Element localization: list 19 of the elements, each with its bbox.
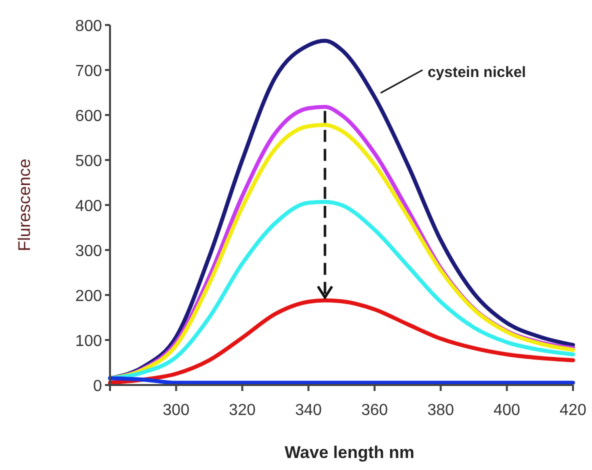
y-tick-label: 800 [75,18,102,35]
y-tick-label: 200 [75,288,102,305]
y-tick-label: 700 [75,63,102,80]
y-tick-label: 600 [75,108,102,125]
y-tick-label: 0 [93,378,102,395]
y-tick-label: 100 [75,333,102,350]
x-tick-label: 360 [361,402,388,419]
x-tick-label: 320 [228,402,256,419]
x-tick-label: 300 [162,402,190,419]
x-tick-label: 380 [427,402,454,419]
y-tick-label: 300 [75,243,102,260]
x-tick-label: 420 [560,402,586,419]
x-tick-label: 400 [494,402,520,419]
y-tick-label: 500 [75,153,102,170]
y-axis-title: Flurescence [15,158,34,252]
x-tick-label: 340 [295,402,322,419]
x-axis-title: Wave length nm [284,443,414,462]
y-tick-label: 400 [75,198,102,215]
text: cystein nickel [428,64,526,81]
